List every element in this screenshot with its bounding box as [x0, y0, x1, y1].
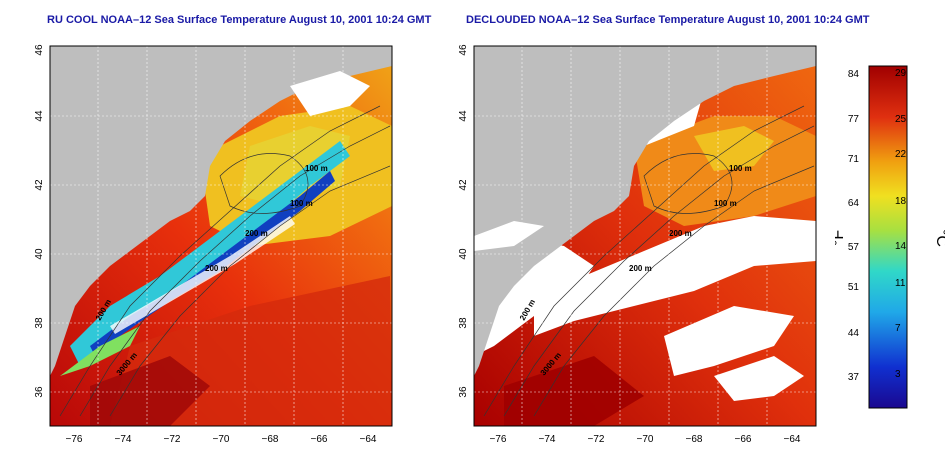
fahrenheit-tick: 71	[848, 154, 860, 165]
x-tick: −76	[490, 434, 507, 445]
x-tick: −70	[213, 434, 230, 445]
y-tick: 42	[34, 179, 45, 191]
contour-label: 100 m	[290, 199, 313, 208]
cloud-patch-north	[290, 71, 370, 116]
contour-label: 200 m	[669, 229, 692, 238]
celsius-tick: 11	[895, 278, 906, 289]
contour-label: 100 m	[714, 199, 737, 208]
lat-lon-grid	[474, 46, 816, 426]
celsius-tick: 7	[895, 323, 901, 334]
celsius-label: °C	[933, 229, 945, 247]
x-tick: −68	[262, 434, 279, 445]
y-tick: 44	[458, 110, 469, 122]
x-tick: −64	[360, 434, 377, 445]
land-mass	[50, 46, 392, 376]
bathymetry-contours	[59, 105, 391, 417]
fahrenheit-tick: 37	[848, 372, 860, 383]
colorbar-gradient	[868, 65, 908, 409]
fahrenheit-label: °F	[835, 230, 847, 246]
lat-lon-grid	[50, 46, 392, 426]
contour-label: 200 m	[629, 264, 652, 273]
x-tick: −72	[164, 434, 181, 445]
bathymetry-contours	[483, 105, 815, 417]
y-tick: 40	[34, 248, 45, 260]
fahrenheit-tick: 44	[848, 328, 860, 339]
land-mass	[474, 46, 816, 376]
celsius-tick: 14	[895, 241, 907, 252]
celsius-tick: 3	[895, 369, 901, 380]
hot-water-region	[504, 356, 644, 426]
x-tick: −70	[637, 434, 654, 445]
y-tick: 46	[458, 44, 469, 56]
x-tick: −76	[66, 434, 83, 445]
contour-label: 200 m	[205, 264, 228, 273]
x-tick: −72	[588, 434, 605, 445]
x-tick: −74	[115, 434, 132, 445]
y-tick: 46	[34, 44, 45, 56]
y-tick: 44	[34, 110, 45, 122]
y-tick: 42	[458, 179, 469, 191]
hot-water-region	[90, 356, 210, 426]
y-tick: 38	[458, 317, 469, 329]
left-map-panel: 100 m 100 m 200 m 200 m 200 m 3000 m −76…	[34, 44, 393, 445]
cloud-mask-area	[474, 221, 544, 251]
x-tick: −66	[311, 434, 328, 445]
celsius-tick: 25	[895, 114, 907, 125]
cloud-mask-area	[534, 216, 816, 336]
fahrenheit-tick: 51	[848, 282, 860, 293]
contour-label: 200 m	[245, 229, 268, 238]
right-map-panel: 100 m 100 m 200 m 200 m 200 m 3000 m −76…	[458, 44, 817, 445]
celsius-tick: 29	[895, 68, 907, 79]
y-tick: 36	[458, 386, 469, 398]
fahrenheit-tick: 64	[848, 198, 860, 209]
cloud-mask-area	[664, 306, 794, 376]
right-map-title: DECLOUDED NOAA–12 Sea Surface Temperatur…	[466, 14, 870, 26]
x-tick: −74	[539, 434, 556, 445]
map-frame	[49, 45, 393, 427]
y-tick: 38	[34, 317, 45, 329]
x-tick: −68	[686, 434, 703, 445]
map-frame	[473, 45, 817, 427]
cloud-mask-area	[714, 356, 804, 401]
fahrenheit-tick: 57	[848, 242, 860, 253]
y-tick: 40	[458, 248, 469, 260]
colorbar: 84 77 71 64 57 51 44 37 29 25 22 18 14 1…	[835, 65, 945, 409]
fahrenheit-tick: 77	[848, 114, 860, 125]
fahrenheit-tick: 84	[848, 69, 860, 80]
yellow-core	[694, 126, 774, 171]
celsius-tick: 18	[895, 196, 907, 207]
contour-label: 100 m	[729, 164, 752, 173]
x-tick: −64	[784, 434, 801, 445]
left-map-title: RU COOL NOAA–12 Sea Surface Temperature …	[47, 14, 432, 26]
contour-label: 100 m	[305, 164, 328, 173]
celsius-tick: 22	[895, 149, 907, 160]
x-tick: −66	[735, 434, 752, 445]
y-tick: 36	[34, 386, 45, 398]
